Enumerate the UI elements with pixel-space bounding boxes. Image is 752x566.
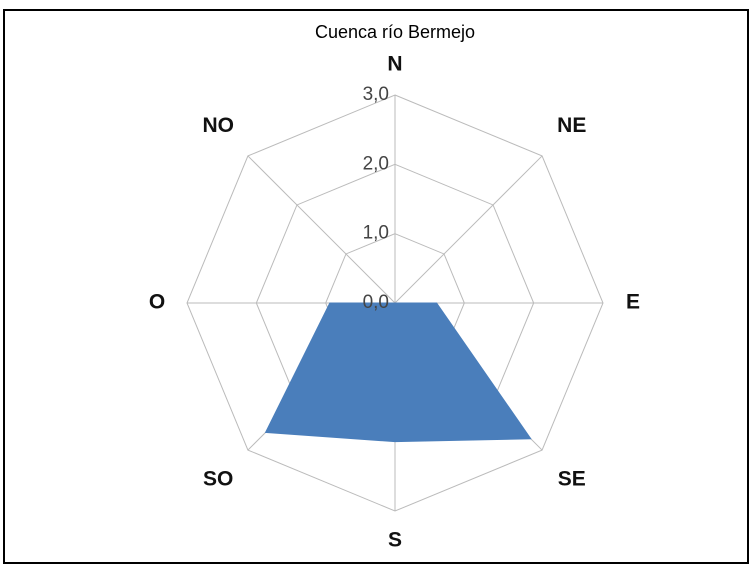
category-label: E	[626, 291, 640, 314]
spoke	[394, 155, 543, 304]
category-label: S	[388, 529, 402, 552]
category-label: NE	[557, 114, 586, 137]
y-tick-label: 2,0	[363, 153, 389, 174]
category-label: O	[149, 291, 165, 314]
frame	[3, 9, 749, 564]
spoke	[247, 155, 396, 304]
category-label: SO	[203, 467, 233, 490]
area	[264, 302, 532, 443]
chart-title: Cuenca río Bermejo	[315, 22, 475, 42]
y-tick-label: 3,0	[363, 84, 389, 105]
y-tick-label: 0,0	[363, 292, 389, 313]
category-label: NO	[202, 114, 234, 137]
category-label: N	[387, 53, 402, 76]
category-label: SE	[558, 467, 586, 490]
y-tick-label: 1,0	[363, 223, 389, 244]
